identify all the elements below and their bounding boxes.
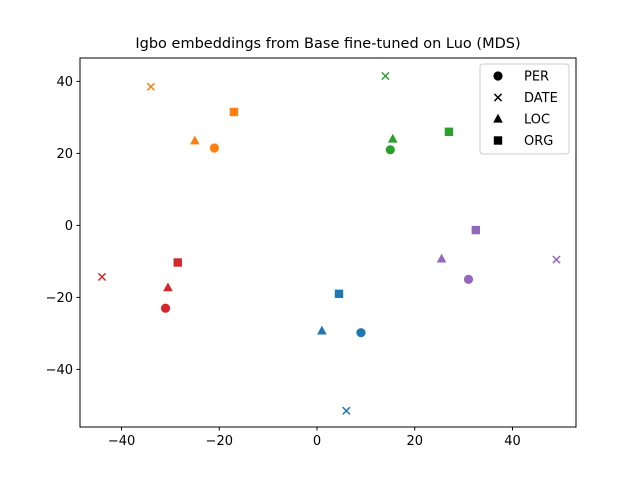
legend-marker-date: [493, 93, 503, 102]
data-point-circle-4: [160, 303, 171, 313]
data-point-x-3: [381, 71, 390, 81]
data-point-triangle-2: [190, 135, 200, 145]
data-point-square-5: [471, 225, 481, 235]
legend-label-org: ORG: [524, 134, 553, 149]
data-point-x-2: [146, 82, 155, 91]
x-tick-label: 0: [313, 434, 321, 449]
x-axis: −40 −20 0 20 40: [108, 427, 521, 449]
x-tick-label: −40: [108, 434, 135, 449]
legend-label-per: PER: [524, 70, 549, 85]
y-tick-label: −20: [46, 291, 73, 306]
legend-marker-per: [493, 71, 503, 81]
legend-marker-loc: [493, 113, 503, 123]
data-point-square-2: [229, 107, 239, 117]
legend-label-loc: LOC: [524, 113, 550, 128]
legend-label-date: DATE: [524, 91, 558, 106]
data-point-triangle-3: [387, 133, 398, 143]
plot-area-frame: [79, 57, 577, 428]
data-point-circle-2: [209, 143, 219, 153]
x-tick-label: 20: [406, 434, 423, 449]
y-tick-label: 0: [65, 219, 73, 234]
y-tick-label: 20: [56, 147, 73, 162]
y-tick-label: 40: [56, 75, 73, 90]
data-point-circle-5: [463, 274, 474, 284]
y-axis: −40 −20 0 20 40: [46, 75, 80, 378]
legend-box: [479, 63, 570, 155]
data-point-square-1: [334, 289, 344, 298]
data-point-square-4: [173, 258, 182, 267]
legend: PER DATE LOC ORG: [479, 63, 570, 155]
data-point-triangle-4: [163, 282, 173, 292]
legend-marker-org: [493, 136, 503, 145]
x-tick-label: 40: [504, 434, 521, 449]
data-point-x-5: [552, 255, 561, 264]
data-point-x-1: [342, 406, 351, 415]
data-point-triangle-5: [436, 253, 447, 263]
data-point-circle-3: [385, 145, 395, 155]
y-tick-label: −40: [46, 363, 73, 378]
data-point-circle-1: [356, 328, 366, 338]
data-point-x-4: [97, 272, 107, 282]
plot-marks: [97, 71, 561, 415]
data-point-square-3: [444, 127, 454, 136]
x-tick-label: −20: [206, 434, 233, 449]
chart-title: Igbo embeddings from Base fine-tuned on …: [135, 36, 520, 52]
data-point-triangle-1: [317, 325, 327, 335]
